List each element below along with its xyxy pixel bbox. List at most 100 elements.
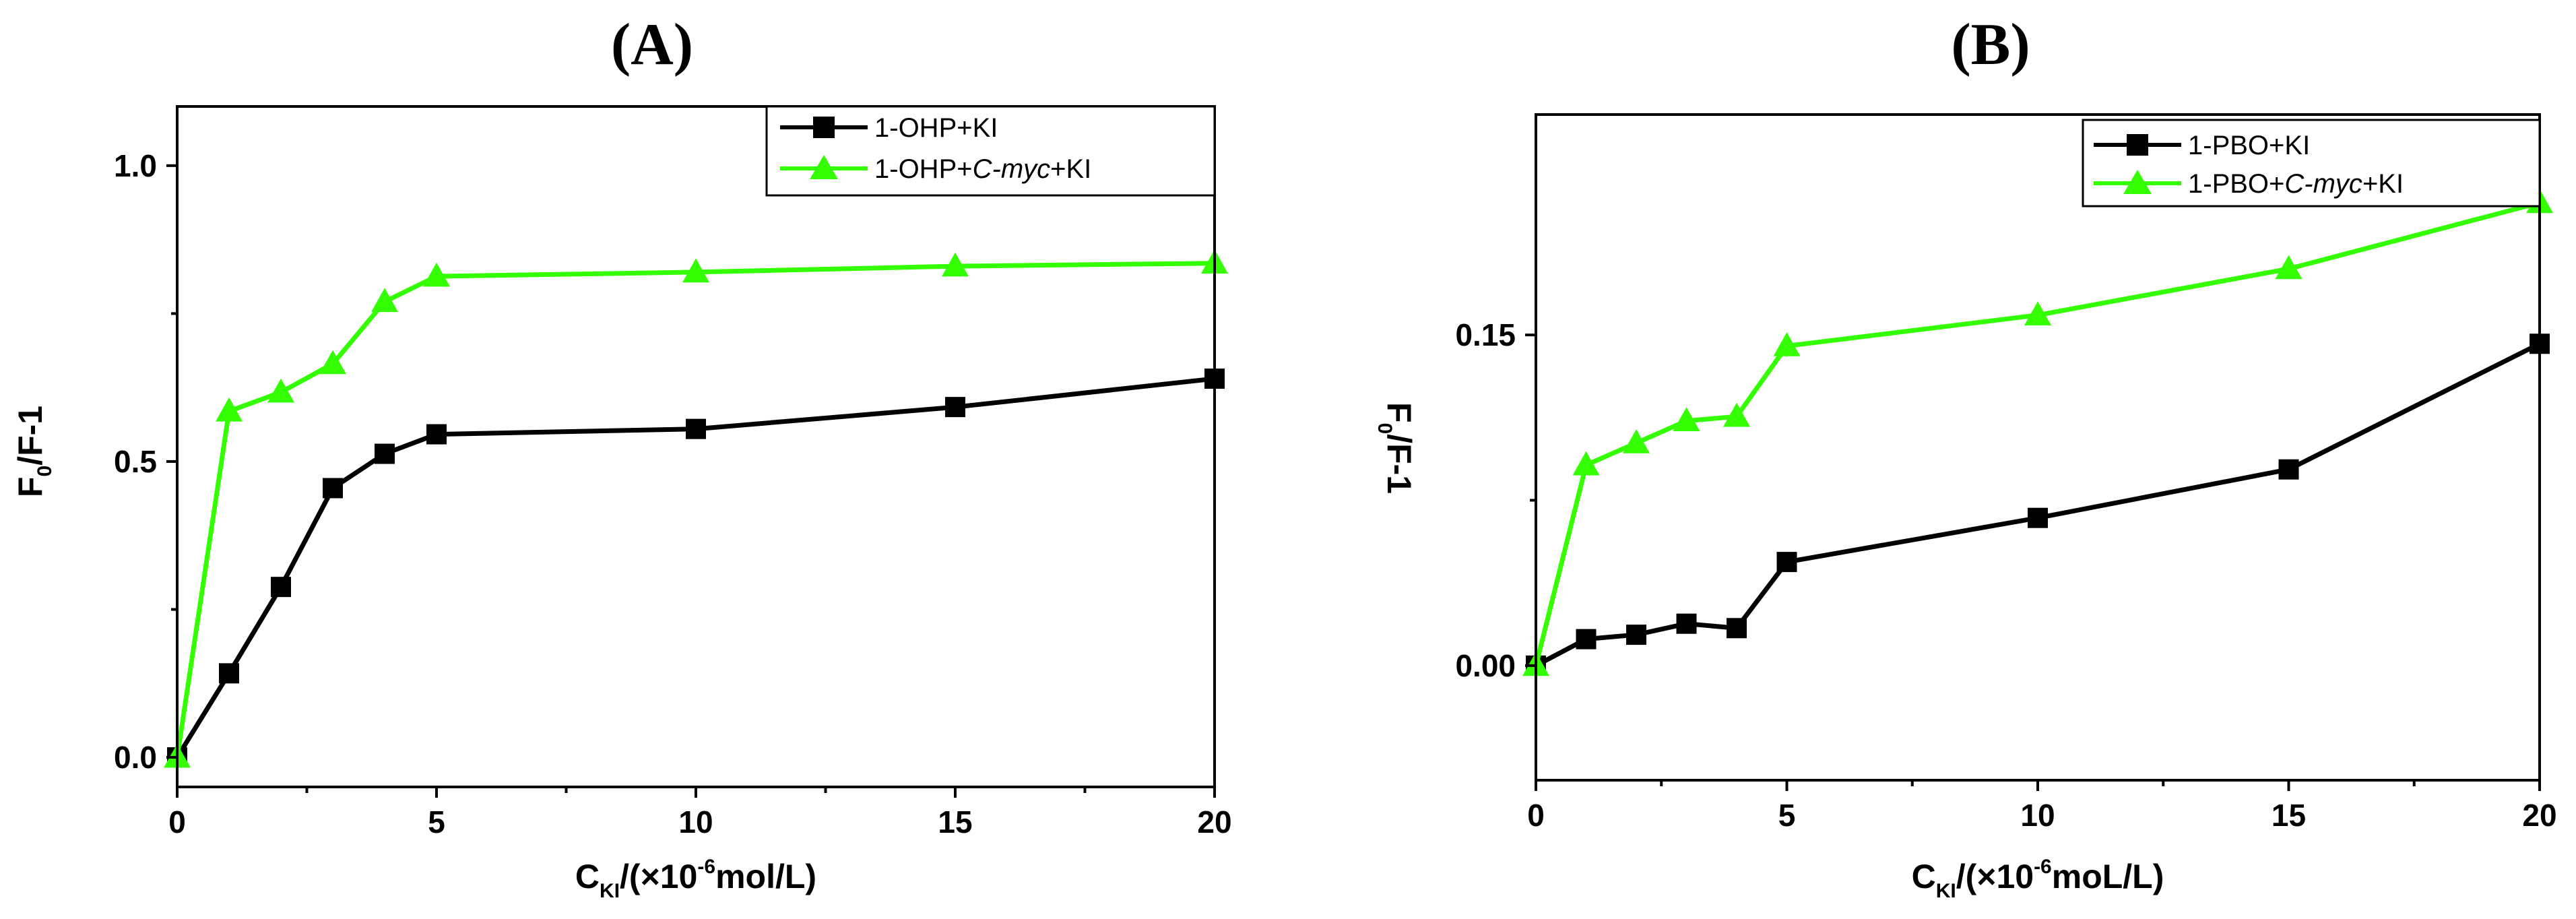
panel-b-ticks: 0 5 10 15 20 0.00 0.15 xyxy=(1455,317,2556,833)
panel-a-legend-label-1: 1-OHP+KI xyxy=(874,113,998,143)
panel-a-legend-label-2-before: 1-OHP+ xyxy=(874,154,973,184)
panel-b-plot xyxy=(1522,189,2553,676)
panel-a-legend-label-2-italic: C-myc xyxy=(973,154,1051,184)
panel-a-x-tick-label: 0 xyxy=(168,804,186,839)
panel-a-series-2-point xyxy=(267,378,294,403)
panel-a-series-2-point xyxy=(371,288,398,313)
panel-b-x-tick-label: 15 xyxy=(2272,798,2306,833)
panel-b-series-1-point xyxy=(1727,618,1747,639)
panel-a-legend-box xyxy=(765,105,1216,197)
panel-a-xlabel-sub: KI xyxy=(600,880,620,902)
panel-b: (B) 0 5 10 15 200.000.15 CKI/(×10-6moL/L) F0… xyxy=(1374,12,2557,902)
panel-a-xlabel-rest: /(×10 xyxy=(620,858,697,895)
panel-b-legend-label-2-italic: C-myc xyxy=(2284,169,2362,199)
panel-a-y-tick-label: 1.0 xyxy=(114,148,157,183)
panel-b-series-2-line xyxy=(1533,200,2540,666)
panel-a-series-2-point xyxy=(942,252,969,277)
panel-a-legend-entry-1: 1-OHP+KI xyxy=(780,113,998,143)
panel-b-title: (B) xyxy=(1951,12,2030,77)
panel-a-legend-label-2-after: +KI xyxy=(1050,154,1091,184)
panel-a-xlabel-sup: -6 xyxy=(697,856,715,878)
panel-b-plot-frame xyxy=(1535,113,2541,782)
panel-b-series-1-point xyxy=(1576,629,1597,649)
panel-b-series-1-point xyxy=(1676,613,1697,634)
panel-a-ylabel-main: F xyxy=(11,477,49,498)
panel-b-x-tick-label: 10 xyxy=(2020,798,2055,833)
panel-a-legend-label-1-before: 1-OHP+KI xyxy=(874,113,998,143)
panel-a-series-1-point xyxy=(375,443,395,464)
panel-b-xlabel-rest: /(×10 xyxy=(1956,858,2034,895)
panel-a-series-2-point xyxy=(216,397,243,422)
panel-b-y-axis-label: F0/F-1 xyxy=(1374,402,1418,494)
panel-a-xlabel-main: C xyxy=(575,858,600,895)
panel-a-plot-frame xyxy=(176,105,1216,788)
panel-b-legend-label-2-after: +KI xyxy=(2362,169,2404,199)
panel-b-y-tick-label: 0.00 xyxy=(1455,648,1516,683)
panel-b-x-tick-label: 20 xyxy=(2522,798,2556,833)
panel-a-x-tick-label: 20 xyxy=(1197,804,1231,839)
panel-a-series-2-point xyxy=(319,350,346,375)
panel-a-series-2-point xyxy=(423,262,450,287)
panel-b-xlabel-tail: moL/L) xyxy=(2052,858,2164,895)
panel-a-series-1-point xyxy=(426,424,447,445)
panel-a-series-2-line xyxy=(174,261,1215,758)
panel-b-series-1-point xyxy=(2028,507,2048,528)
panel-b-x-tick-label: 0 xyxy=(1527,798,1545,833)
panel-a-ticks: 0 5 10 15 20 0.0 0.5 1.0 xyxy=(114,148,1232,839)
panel-b-ylabel-sub: 0 xyxy=(1374,422,1396,434)
panel-a-series-1-point xyxy=(219,663,239,684)
panel-b-series-2-point xyxy=(1673,407,1700,431)
panel-b-legend-label-2: 1-PBO+C-myc+KI xyxy=(2188,169,2404,199)
panel-b-series-2-point xyxy=(1723,402,1750,427)
panel-a: (A) 0 5 10 15 20 0.0 0.5 1.0 CKI/(×10-6mol/L) F… xyxy=(11,12,1232,902)
panel-a-ylabel-tail: /F-1 xyxy=(11,406,49,466)
panel-a-y-tick-label: 0.5 xyxy=(114,444,157,479)
panel-b-series-2-point xyxy=(2275,255,2303,280)
panel-b-xlabel-main: C xyxy=(1912,858,1936,895)
panel-a-series-1-point xyxy=(945,397,965,418)
panel-a-y-axis-label: F0/F-1 xyxy=(11,406,56,497)
panel-b-legend-box xyxy=(2082,119,2541,208)
panel-a-x-tick-label: 5 xyxy=(428,804,445,839)
panel-b-ylabel-main: F xyxy=(1380,402,1418,423)
panel-a-series-1-point xyxy=(686,418,706,439)
panel-a-legend-entry-2: 1-OHP+C-myc+KI xyxy=(780,154,1091,184)
panel-b-legend-marker-1 xyxy=(2127,134,2148,156)
panel-a-series-1-point xyxy=(271,577,291,598)
panel-a-series-2-point xyxy=(682,258,709,283)
panel-b-x-axis-label: CKI/(×10-6moL/L) xyxy=(1912,856,2164,902)
panel-a-x-tick-label: 10 xyxy=(678,804,713,839)
panel-a-legend-label-2: 1-OHP+C-myc+KI xyxy=(874,154,1091,184)
panel-a-series-1-point xyxy=(323,478,343,499)
panel-a-plot xyxy=(164,249,1228,768)
panel-b-legend: 1-PBO+KI 1-PBO+C-myc+KI xyxy=(2082,119,2541,208)
panel-b-series-2-point xyxy=(1572,451,1600,476)
panel-b-series-1-point xyxy=(1776,552,1797,573)
panel-b-ylabel-tail: /F-1 xyxy=(1380,434,1418,494)
panel-b-series-1-point xyxy=(1626,625,1646,645)
panel-a-x-tick-label: 15 xyxy=(938,804,972,839)
panel-a-x-axis-label: CKI/(×10-6mol/L) xyxy=(575,856,816,902)
panel-a-y-tick-label: 0.0 xyxy=(114,740,157,775)
panel-b-series-2-point xyxy=(1623,429,1650,453)
panel-b-legend-label-2-before: 1-PBO+ xyxy=(2188,169,2284,199)
panel-b-xlabel-sub: KI xyxy=(1936,880,1956,902)
panel-a-title: (A) xyxy=(611,12,693,77)
panel-a-xlabel-tail: mol/L) xyxy=(715,858,816,895)
panel-b-y-tick-label: 0.15 xyxy=(1455,317,1516,352)
panel-a-ylabel-sub: 0 xyxy=(34,466,56,477)
panel-b-legend-label-1-before: 1-PBO+KI xyxy=(2188,131,2310,160)
panel-b-xlabel-sup: -6 xyxy=(2034,856,2052,878)
panel-b-series-1-point xyxy=(2278,459,2299,480)
panel-a-legend: 1-OHP+KI 1-OHP+C-myc+KI xyxy=(765,105,1216,197)
panel-b-legend-entry-1: 1-PBO+KI xyxy=(2094,131,2310,160)
panel-b-series-2-point xyxy=(1773,332,1801,356)
panel-a-legend-marker-1 xyxy=(813,117,835,138)
panel-b-x-tick-label: 5 xyxy=(1778,798,1796,833)
panel-b-series-2-point xyxy=(2024,301,2051,325)
panel-b-legend-entry-2: 1-PBO+C-myc+KI xyxy=(2094,169,2404,199)
panel-b-legend-label-1: 1-PBO+KI xyxy=(2188,131,2310,160)
panel-a-legend-marker-2 xyxy=(810,155,838,179)
panel-b-legend-marker-2 xyxy=(2123,170,2152,194)
